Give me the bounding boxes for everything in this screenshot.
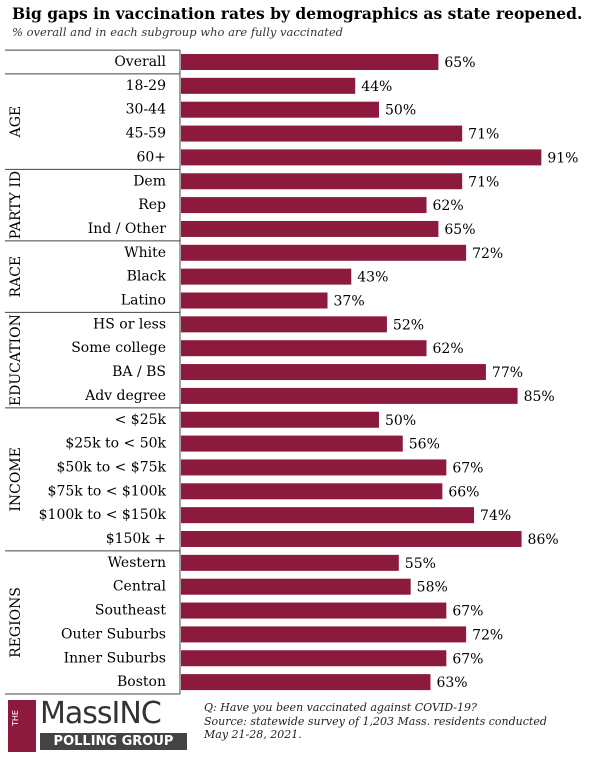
chart: Big gaps in vaccination rates by demogra…	[5, 4, 582, 695]
category-label: Rep	[138, 197, 166, 213]
source-note: Source: statewide survey of 1,203 Mass. …	[204, 715, 547, 741]
logo-prefix: THE	[11, 710, 20, 726]
value-label: 71%	[468, 174, 499, 190]
value-label: 63%	[436, 675, 467, 691]
value-label: 91%	[547, 150, 578, 166]
group-label: INCOME	[8, 447, 24, 512]
logo-tagline: POLLING GROUP	[40, 733, 187, 750]
value-label: 56%	[409, 437, 440, 453]
bar	[181, 244, 467, 261]
bar	[181, 101, 379, 118]
chart-title: Big gaps in vaccination rates by demogra…	[12, 4, 582, 23]
value-label: 67%	[452, 604, 483, 620]
bar	[181, 435, 403, 452]
category-label: Overall	[114, 54, 166, 70]
value-label: 37%	[334, 294, 365, 310]
value-label: 67%	[452, 651, 483, 667]
category-label: Dem	[133, 173, 166, 189]
value-label: 72%	[472, 246, 503, 262]
category-label: $75k to < $100k	[48, 483, 167, 499]
value-label: 66%	[448, 484, 479, 500]
category-label: 60+	[136, 149, 166, 165]
category-label: 30-44	[126, 102, 166, 118]
bar	[181, 173, 463, 190]
bar	[181, 459, 447, 476]
bar	[181, 411, 379, 428]
category-label: White	[124, 245, 166, 261]
group-label: RACE	[8, 256, 24, 298]
value-label: 44%	[361, 79, 392, 95]
category-label: Some college	[71, 340, 166, 356]
logo-name: MassINC	[40, 696, 162, 731]
category-label: $150k +	[106, 531, 166, 547]
category-label: Outer Suburbs	[61, 626, 166, 642]
group-label: EDUCATION	[8, 314, 24, 406]
bar	[181, 268, 352, 285]
category-label: Western	[108, 555, 166, 571]
bar	[181, 149, 542, 166]
value-label: 86%	[528, 532, 559, 548]
category-label: $25k to < 50k	[65, 436, 166, 452]
category-label: Black	[127, 269, 167, 285]
category-label: Latino	[121, 293, 166, 309]
group-label: PARTY ID	[8, 171, 24, 239]
category-label: HS or less	[93, 316, 166, 332]
value-label: 50%	[385, 413, 416, 429]
group-label: AGE	[8, 106, 24, 139]
value-label: 77%	[492, 365, 523, 381]
bar	[181, 54, 439, 70]
logo: THE MassINC POLLING GROUP	[8, 696, 188, 752]
bar	[181, 77, 356, 94]
value-label: 65%	[444, 222, 475, 238]
category-label: 45-59	[126, 126, 166, 142]
bar	[181, 626, 467, 643]
value-label: 62%	[433, 341, 464, 357]
value-label: 74%	[480, 508, 511, 524]
category-label: Boston	[117, 674, 166, 690]
bar	[181, 507, 475, 524]
bar	[181, 650, 447, 667]
bar	[181, 387, 518, 404]
bar	[181, 340, 427, 357]
bar	[181, 125, 463, 142]
bar	[181, 602, 447, 619]
value-label: 62%	[433, 198, 464, 214]
bar	[181, 220, 439, 237]
category-label: BA / BS	[112, 364, 166, 380]
group-label: REGIONS	[8, 587, 24, 658]
value-label: 52%	[393, 317, 424, 333]
value-label: 55%	[405, 556, 436, 572]
bar	[181, 292, 328, 309]
category-label: $50k to < $75k	[56, 459, 166, 475]
logo-bar	[8, 700, 36, 752]
bar	[181, 674, 431, 691]
bar	[181, 554, 399, 571]
category-label: Southeast	[95, 603, 166, 619]
category-label: $100k to < $150k	[39, 507, 167, 523]
value-label: 58%	[417, 580, 448, 596]
category-label: Adv degree	[84, 388, 166, 404]
value-label: 67%	[452, 460, 483, 476]
category-label: Central	[113, 579, 167, 595]
value-label: 72%	[472, 627, 503, 643]
value-label: 65%	[444, 55, 475, 71]
value-label: 50%	[385, 103, 416, 119]
value-label: 43%	[357, 270, 388, 286]
category-label: Inner Suburbs	[64, 650, 166, 666]
chart-subtitle: % overall and in each subgroup who are f…	[12, 25, 343, 39]
bar	[181, 531, 522, 547]
bar	[181, 316, 387, 333]
category-label: Ind / Other	[88, 221, 167, 237]
bar	[181, 197, 427, 214]
value-label: 71%	[468, 127, 499, 143]
bar	[181, 483, 443, 500]
category-label: < $25k	[115, 412, 167, 428]
value-label: 85%	[524, 389, 555, 405]
category-label: 18-29	[126, 78, 166, 94]
question-note: Q: Have you been vaccinated against COVI…	[204, 701, 477, 714]
bar	[181, 578, 411, 595]
bar	[181, 364, 486, 381]
